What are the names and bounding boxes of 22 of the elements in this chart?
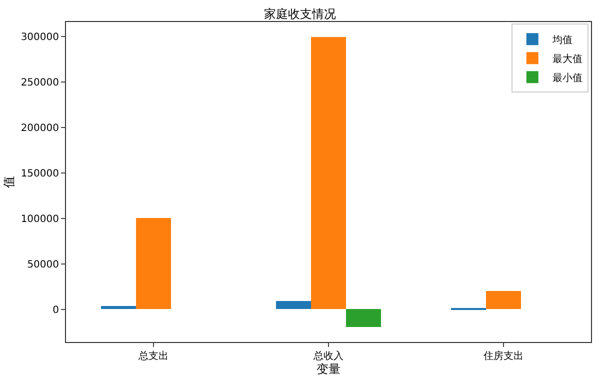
x-axis-title: 变量 [316,362,340,376]
y-tick-label: 0 [52,304,59,316]
chart-title: 家庭收支情况 [264,6,336,21]
y-tick-label: 250000 [20,78,59,88]
x-tick-label: 总收入 [312,350,344,362]
bar [346,309,381,327]
y-tick-label: 50000 [27,259,59,270]
y-axis-title: 值 [2,176,16,188]
legend-label: 最小值 [552,72,582,84]
x-tick-label: 总支出 [138,350,168,362]
bar [486,291,521,309]
y-tick-label: 150000 [20,168,59,180]
bar [136,218,171,309]
x-tick-label: 住房支出 [484,350,524,362]
y-tick-label: 200000 [20,122,59,134]
bar [276,301,311,309]
legend-label: 最大值 [552,53,582,65]
bar [311,37,346,309]
y-tick-label: 300000 [20,32,59,44]
bar [101,306,136,309]
y-tick-label: 100000 [20,214,59,225]
legend-label: 均值 [551,34,572,46]
